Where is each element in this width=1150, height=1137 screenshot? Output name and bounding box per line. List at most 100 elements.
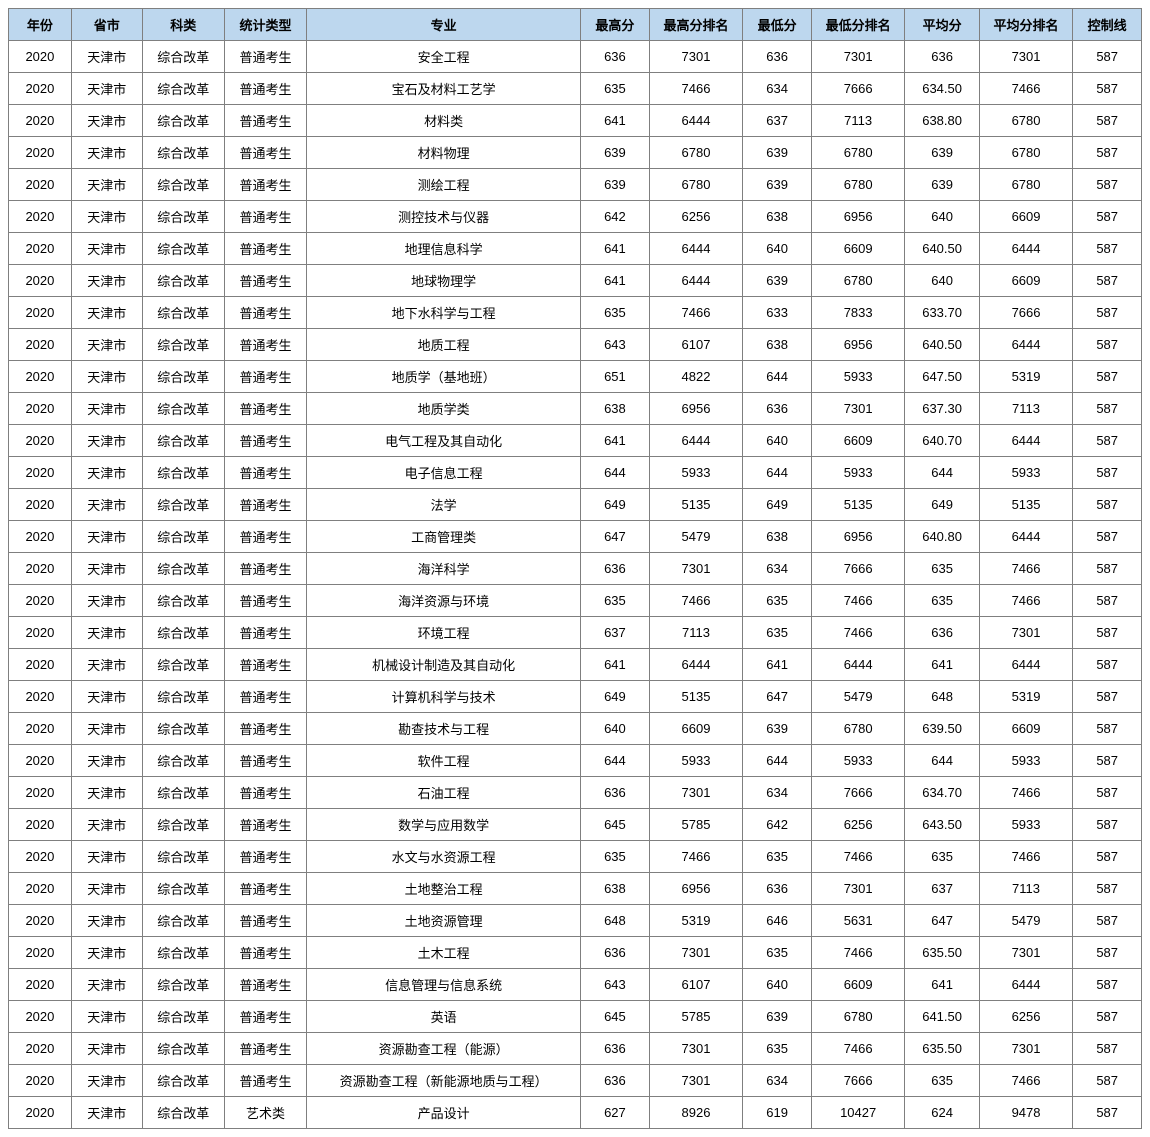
cell-min: 640	[743, 969, 812, 1001]
cell-max_rank: 7466	[649, 585, 743, 617]
cell-max: 640	[581, 713, 650, 745]
cell-min_rank: 10427	[811, 1097, 905, 1129]
cell-avg_rank: 6609	[979, 265, 1073, 297]
cell-stat_type: 普通考生	[224, 617, 306, 649]
cell-major: 地质工程	[307, 329, 581, 361]
cell-stat_type: 普通考生	[224, 873, 306, 905]
cell-year: 2020	[9, 169, 72, 201]
cell-avg_rank: 9478	[979, 1097, 1073, 1129]
cell-stat_type: 普通考生	[224, 329, 306, 361]
cell-province: 天津市	[71, 201, 142, 233]
cell-year: 2020	[9, 937, 72, 969]
cell-max: 643	[581, 329, 650, 361]
cell-stat_type: 普通考生	[224, 201, 306, 233]
table-row: 2020天津市综合改革普通考生资源勘查工程（新能源地质与工程）636730163…	[9, 1065, 1142, 1097]
cell-min_rank: 7466	[811, 585, 905, 617]
cell-stat_type: 普通考生	[224, 809, 306, 841]
cell-avg_rank: 7113	[979, 393, 1073, 425]
cell-min_rank: 6780	[811, 1001, 905, 1033]
cell-province: 天津市	[71, 681, 142, 713]
cell-stat_type: 普通考生	[224, 457, 306, 489]
cell-major: 产品设计	[307, 1097, 581, 1129]
cell-max_rank: 6256	[649, 201, 743, 233]
cell-avg: 636	[905, 617, 979, 649]
cell-min: 639	[743, 137, 812, 169]
cell-max_rank: 6444	[649, 265, 743, 297]
cell-stat_type: 普通考生	[224, 745, 306, 777]
cell-major: 资源勘查工程（能源）	[307, 1033, 581, 1065]
cell-min_rank: 7466	[811, 1033, 905, 1065]
cell-avg_rank: 7466	[979, 553, 1073, 585]
cell-max: 636	[581, 1033, 650, 1065]
cell-category: 综合改革	[142, 1065, 224, 1097]
table-row: 2020天津市综合改革艺术类产品设计6278926619104276249478…	[9, 1097, 1142, 1129]
table-row: 2020天津市综合改革普通考生环境工程637711363574666367301…	[9, 617, 1142, 649]
cell-min_rank: 6956	[811, 201, 905, 233]
cell-max: 636	[581, 41, 650, 73]
cell-ctrl: 587	[1073, 329, 1142, 361]
cell-avg_rank: 5319	[979, 361, 1073, 393]
cell-stat_type: 普通考生	[224, 393, 306, 425]
cell-province: 天津市	[71, 105, 142, 137]
cell-year: 2020	[9, 809, 72, 841]
cell-max_rank: 7301	[649, 1065, 743, 1097]
cell-ctrl: 587	[1073, 841, 1142, 873]
table-row: 2020天津市综合改革普通考生土木工程63673016357466635.507…	[9, 937, 1142, 969]
cell-avg: 640.80	[905, 521, 979, 553]
cell-ctrl: 587	[1073, 201, 1142, 233]
cell-max_rank: 5785	[649, 809, 743, 841]
cell-ctrl: 587	[1073, 265, 1142, 297]
cell-avg_rank: 7466	[979, 777, 1073, 809]
cell-min_rank: 5933	[811, 745, 905, 777]
cell-max: 636	[581, 1065, 650, 1097]
cell-max_rank: 7301	[649, 1033, 743, 1065]
cell-year: 2020	[9, 969, 72, 1001]
cell-avg_rank: 6444	[979, 425, 1073, 457]
cell-province: 天津市	[71, 617, 142, 649]
cell-province: 天津市	[71, 777, 142, 809]
cell-min: 634	[743, 73, 812, 105]
cell-max: 639	[581, 169, 650, 201]
header-ctrl: 控制线	[1073, 9, 1142, 41]
cell-year: 2020	[9, 745, 72, 777]
cell-max: 641	[581, 425, 650, 457]
cell-max: 641	[581, 233, 650, 265]
cell-min: 635	[743, 937, 812, 969]
cell-ctrl: 587	[1073, 809, 1142, 841]
table-row: 2020天津市综合改革普通考生土地整治工程6386956636730163771…	[9, 873, 1142, 905]
cell-major: 海洋资源与环境	[307, 585, 581, 617]
cell-min: 644	[743, 361, 812, 393]
cell-province: 天津市	[71, 169, 142, 201]
cell-category: 综合改革	[142, 457, 224, 489]
table-row: 2020天津市综合改革普通考生工商管理类64754796386956640.80…	[9, 521, 1142, 553]
cell-max_rank: 6609	[649, 713, 743, 745]
cell-avg: 637	[905, 873, 979, 905]
cell-avg_rank: 5933	[979, 809, 1073, 841]
cell-avg_rank: 7466	[979, 585, 1073, 617]
cell-ctrl: 587	[1073, 649, 1142, 681]
cell-min: 638	[743, 521, 812, 553]
cell-max_rank: 5135	[649, 681, 743, 713]
cell-max_rank: 7113	[649, 617, 743, 649]
cell-min_rank: 6780	[811, 713, 905, 745]
cell-year: 2020	[9, 649, 72, 681]
cell-min_rank: 6609	[811, 425, 905, 457]
cell-stat_type: 普通考生	[224, 297, 306, 329]
cell-max_rank: 6780	[649, 169, 743, 201]
cell-ctrl: 587	[1073, 777, 1142, 809]
cell-max: 635	[581, 73, 650, 105]
cell-avg_rank: 6444	[979, 649, 1073, 681]
cell-max_rank: 8926	[649, 1097, 743, 1129]
cell-province: 天津市	[71, 905, 142, 937]
cell-avg: 647.50	[905, 361, 979, 393]
cell-category: 综合改革	[142, 169, 224, 201]
cell-min_rank: 7466	[811, 841, 905, 873]
cell-min_rank: 6956	[811, 521, 905, 553]
cell-avg: 636	[905, 41, 979, 73]
cell-min_rank: 6956	[811, 329, 905, 361]
cell-max: 635	[581, 297, 650, 329]
table-row: 2020天津市综合改革普通考生法学64951356495135649513558…	[9, 489, 1142, 521]
cell-min: 649	[743, 489, 812, 521]
cell-min: 639	[743, 1001, 812, 1033]
cell-category: 综合改革	[142, 777, 224, 809]
